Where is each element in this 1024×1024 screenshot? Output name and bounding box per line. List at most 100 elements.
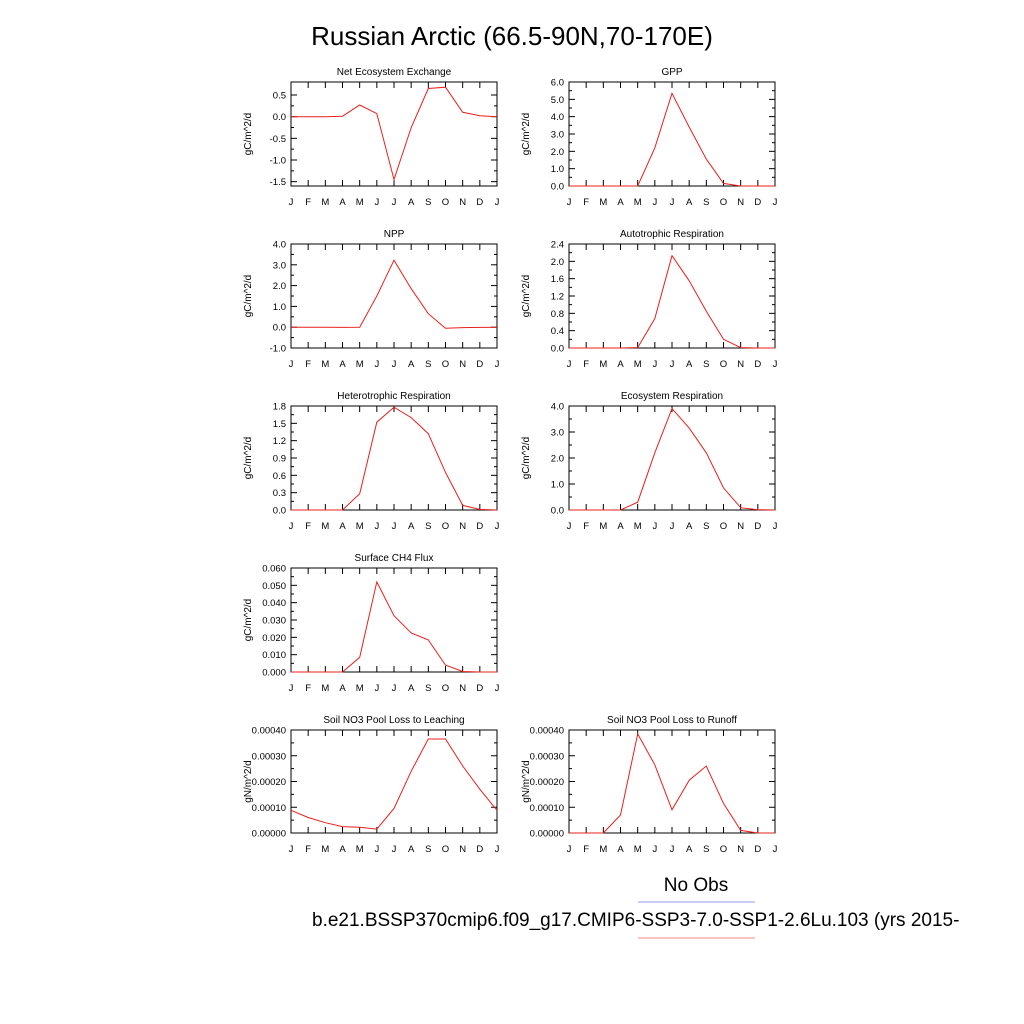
x-tick-label: S xyxy=(703,197,709,208)
y-axis-label: gC/m^2/d xyxy=(521,113,532,156)
x-tick-label: N xyxy=(737,521,744,532)
x-tick-label: J xyxy=(567,844,572,855)
series-line xyxy=(291,259,497,329)
y-axis-label: gC/m^2/d xyxy=(243,113,254,156)
y-tick-label: 1.2 xyxy=(273,436,286,447)
x-tick-label: J xyxy=(670,844,675,855)
plot-frame xyxy=(290,81,498,187)
x-tick-label: J xyxy=(392,359,397,370)
y-axis-label: gC/m^2/d xyxy=(243,599,254,642)
x-tick-label: J xyxy=(392,197,397,208)
x-tick-label: F xyxy=(305,359,311,370)
x-tick-label: A xyxy=(408,683,415,694)
y-tick-label: 1.8 xyxy=(273,402,286,413)
series-line xyxy=(569,407,776,511)
y-tick-label: 4.0 xyxy=(273,240,286,251)
y-tick-label: 4.0 xyxy=(551,112,564,123)
x-tick-label: M xyxy=(321,197,329,208)
x-tick-label: J xyxy=(495,683,500,694)
x-tick-label: N xyxy=(459,521,466,532)
y-tick-label: 3.0 xyxy=(551,428,564,439)
x-tick-label: J xyxy=(289,683,294,694)
x-tick-label: A xyxy=(617,844,624,855)
x-tick-label: M xyxy=(321,521,329,532)
x-tick-label: J xyxy=(289,197,294,208)
x-tick-label: J xyxy=(773,521,778,532)
x-tick-label: O xyxy=(720,844,727,855)
x-tick-label: N xyxy=(459,844,466,855)
x-tick-label: M xyxy=(599,197,607,208)
figure-title: Russian Arctic (66.5-90N,70-170E) xyxy=(311,21,713,51)
x-tick-label: M xyxy=(634,197,642,208)
series-line xyxy=(291,580,497,673)
y-tick-label: 0.040 xyxy=(262,598,286,609)
y-tick-label: 0.00020 xyxy=(530,777,564,788)
x-tick-label: J xyxy=(652,521,657,532)
y-tick-label: 0.060 xyxy=(262,564,286,575)
x-tick-label: A xyxy=(408,359,415,370)
x-tick-label: A xyxy=(339,197,346,208)
x-tick-label: J xyxy=(495,359,500,370)
x-tick-label: D xyxy=(754,844,761,855)
y-axis-label: gC/m^2/d xyxy=(521,437,532,480)
plot-frame xyxy=(568,81,776,187)
x-tick-label: J xyxy=(652,197,657,208)
x-tick-label: M xyxy=(321,844,329,855)
x-tick-label: O xyxy=(442,844,449,855)
x-tick-label: M xyxy=(599,359,607,370)
x-tick-label: S xyxy=(703,359,709,370)
x-tick-label: O xyxy=(720,359,727,370)
y-tick-label: -1.5 xyxy=(270,177,286,188)
x-tick-label: A xyxy=(339,844,346,855)
x-tick-label: J xyxy=(289,844,294,855)
y-tick-label: 1.0 xyxy=(551,164,564,175)
x-tick-label: S xyxy=(703,844,709,855)
x-tick-label: J xyxy=(670,359,675,370)
x-tick-label: J xyxy=(289,521,294,532)
x-tick-label: O xyxy=(442,521,449,532)
y-tick-label: 0.00010 xyxy=(252,803,286,814)
x-tick-label: A xyxy=(686,359,693,370)
x-tick-label: O xyxy=(442,359,449,370)
y-tick-label: 0.5 xyxy=(273,91,286,102)
x-tick-label: A xyxy=(686,844,693,855)
x-tick-label: M xyxy=(634,521,642,532)
y-tick-label: 3.0 xyxy=(551,130,564,141)
y-tick-label: 0.00000 xyxy=(252,829,286,840)
plot-frame xyxy=(290,729,498,834)
x-tick-label: M xyxy=(356,521,364,532)
y-tick-label: 2.0 xyxy=(273,281,286,292)
x-tick-label: M xyxy=(634,359,642,370)
x-tick-label: A xyxy=(339,521,346,532)
x-tick-label: A xyxy=(686,521,693,532)
panel-title: Autotrophic Respiration xyxy=(620,229,724,240)
y-tick-label: 0.0 xyxy=(273,506,286,517)
x-tick-label: J xyxy=(495,844,500,855)
x-tick-label: M xyxy=(321,359,329,370)
x-tick-label: J xyxy=(652,359,657,370)
x-tick-label: M xyxy=(599,521,607,532)
x-tick-label: D xyxy=(754,521,761,532)
x-tick-label: S xyxy=(425,197,431,208)
y-tick-label: 1.0 xyxy=(273,302,286,313)
x-tick-label: D xyxy=(476,359,483,370)
x-tick-label: S xyxy=(425,521,431,532)
x-tick-label: N xyxy=(737,844,744,855)
plot-frame xyxy=(568,405,776,511)
x-tick-label: O xyxy=(720,521,727,532)
x-tick-label: J xyxy=(773,359,778,370)
y-tick-label: 0.9 xyxy=(273,454,286,465)
x-tick-label: M xyxy=(356,197,364,208)
panel-title: Ecosystem Respiration xyxy=(621,391,723,402)
series-line xyxy=(569,254,775,349)
y-tick-label: 0.00000 xyxy=(530,829,564,840)
x-tick-label: N xyxy=(737,197,744,208)
x-tick-label: M xyxy=(356,683,364,694)
x-tick-label: J xyxy=(567,359,572,370)
y-axis-label: gN/m^2/d xyxy=(243,760,254,803)
y-tick-label: 2.0 xyxy=(551,257,564,268)
